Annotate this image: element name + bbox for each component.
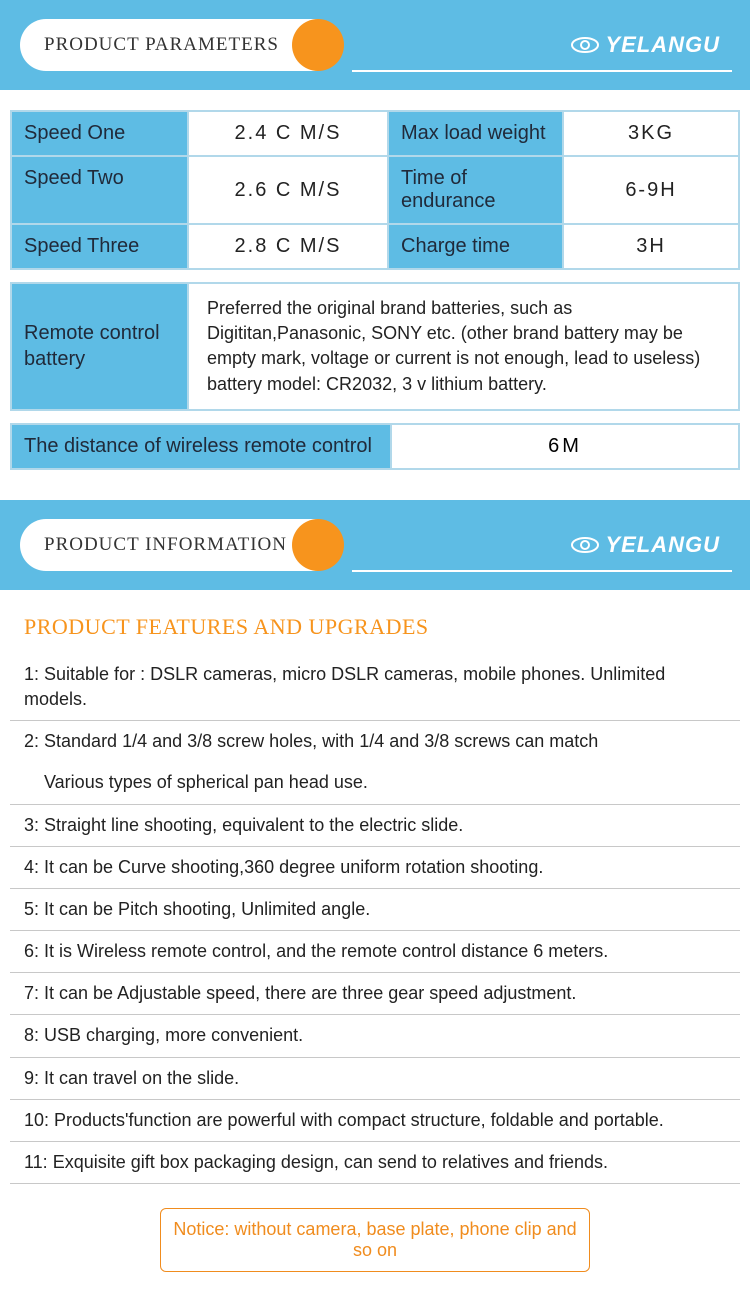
spec-label: Speed Two: [12, 157, 187, 223]
feature-item: 1: Suitable for : DSLR cameras, micro DS…: [10, 654, 740, 721]
feature-item: 10: Products'function are powerful with …: [10, 1100, 740, 1142]
spec-value: 2.6 C M/S: [187, 157, 387, 223]
feature-item: 2: Standard 1/4 and 3/8 screw holes, wit…: [10, 721, 740, 762]
spec-table: Speed One 2.4 C M/S Max load weight 3KG …: [10, 110, 740, 270]
notice-box: Notice: without camera, base plate, phon…: [160, 1208, 590, 1272]
brand-logo: YELANGU: [571, 532, 720, 558]
distance-row: The distance of wireless remote control …: [10, 423, 740, 470]
spec-label: Max load weight: [387, 112, 562, 155]
brand-logo: YELANGU: [571, 32, 720, 58]
spec-value: 6-9H: [562, 157, 738, 223]
brand-text: YELANGU: [605, 532, 720, 558]
spec-row: Speed Two 2.6 C M/S Time of endurance 6-…: [12, 155, 738, 223]
spec-row: Speed One 2.4 C M/S Max load weight 3KG: [12, 112, 738, 155]
parameters-pill: PRODUCT PARAMETERS: [20, 19, 340, 71]
feature-item: 5: It can be Pitch shooting, Unlimited a…: [10, 889, 740, 931]
spec-value: 2.4 C M/S: [187, 112, 387, 155]
spec-value: 3H: [562, 225, 738, 268]
feature-item: 9: It can travel on the slide.: [10, 1058, 740, 1100]
feature-item: 6: It is Wireless remote control, and th…: [10, 931, 740, 973]
orange-dot-icon: [292, 19, 344, 71]
spec-label: Time of endurance: [387, 157, 562, 223]
battery-label: Remote control battery: [12, 284, 187, 409]
information-pill: PRODUCT INFORMATION: [20, 519, 340, 571]
spec-row: Speed Three 2.8 C M/S Charge time 3H: [12, 223, 738, 268]
battery-value: Preferred the original brand batteries, …: [187, 284, 738, 409]
features-list: 1: Suitable for : DSLR cameras, micro DS…: [10, 654, 740, 1184]
spec-label: Speed One: [12, 112, 187, 155]
information-header: PRODUCT INFORMATION YELANGU: [0, 500, 750, 590]
brand-eye-icon: [571, 36, 599, 54]
parameters-header: PRODUCT PARAMETERS YELANGU: [0, 0, 750, 90]
distance-value: 6M: [390, 425, 738, 468]
spec-label: Speed Three: [12, 225, 187, 268]
brand-text: YELANGU: [605, 32, 720, 58]
feature-item: 3: Straight line shooting, equivalent to…: [10, 805, 740, 847]
header-underline: [352, 570, 732, 572]
spec-value: 2.8 C M/S: [187, 225, 387, 268]
feature-item: 11: Exquisite gift box packaging design,…: [10, 1142, 740, 1184]
parameters-title: PRODUCT PARAMETERS: [44, 34, 279, 56]
information-title: PRODUCT INFORMATION: [44, 534, 287, 556]
feature-item: Various types of spherical pan head use.: [10, 762, 740, 804]
feature-item: 7: It can be Adjustable speed, there are…: [10, 973, 740, 1015]
feature-item: 8: USB charging, more convenient.: [10, 1015, 740, 1057]
spec-value: 3KG: [562, 112, 738, 155]
battery-row: Remote control battery Preferred the ori…: [10, 282, 740, 411]
features-heading: PRODUCT FEATURES AND UPGRADES: [24, 614, 750, 640]
header-underline: [352, 70, 732, 72]
spec-label: Charge time: [387, 225, 562, 268]
orange-dot-icon: [292, 519, 344, 571]
distance-label: The distance of wireless remote control: [12, 425, 390, 468]
feature-item: 4: It can be Curve shooting,360 degree u…: [10, 847, 740, 889]
brand-eye-icon: [571, 536, 599, 554]
